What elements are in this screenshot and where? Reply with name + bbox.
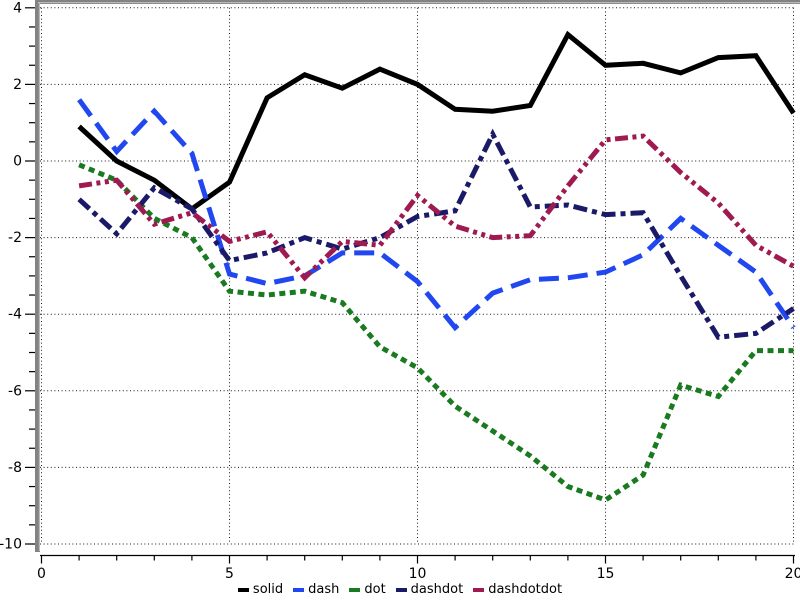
y-tick-label: -8 xyxy=(8,460,22,476)
y-tick-label: -6 xyxy=(8,383,22,399)
x-tick-label: 20 xyxy=(785,566,800,582)
series-line-dot xyxy=(78,162,794,503)
y-tick-label: 4 xyxy=(13,0,22,16)
x-tick-label: 10 xyxy=(409,566,427,582)
legend-label: dashdot xyxy=(410,582,464,597)
legend-swatch-icon xyxy=(237,588,249,592)
legend-item-dashdot: dashdot xyxy=(395,582,464,597)
legend-swatch-icon xyxy=(395,588,407,592)
legend-item-solid: solid xyxy=(237,582,284,597)
legend-label: dashdotdot xyxy=(488,582,563,597)
legend: solid dash dot dashdot dashdotdot xyxy=(0,583,800,597)
x-tick-label: 0 xyxy=(37,566,46,582)
legend-label: dash xyxy=(308,582,340,597)
legend-item-dashdotdot: dashdotdot xyxy=(473,583,562,597)
axes-and-ticks xyxy=(25,7,795,564)
legend-label: solid xyxy=(252,582,284,597)
legend-item-dot: dot xyxy=(349,582,386,597)
y-tick-label: -10 xyxy=(0,537,22,553)
y-tick-label: 2 xyxy=(13,77,22,93)
y-tick-label: -2 xyxy=(8,230,22,246)
legend-item-dash: dash xyxy=(293,583,339,597)
legend-label: dot xyxy=(364,582,386,597)
x-tick-label: 5 xyxy=(225,566,234,582)
series-line-dashdotdot xyxy=(78,133,795,282)
series-line-dash xyxy=(77,98,796,332)
x-tick-label: 15 xyxy=(597,566,615,582)
plot-frame xyxy=(35,0,800,552)
legend-swatch-icon xyxy=(293,588,305,592)
series-line-solid xyxy=(77,30,796,213)
y-tick-label: 0 xyxy=(13,154,22,170)
legend-swatch-icon xyxy=(473,588,485,592)
gridlines xyxy=(40,7,795,545)
y-tick-label: -4 xyxy=(8,307,22,323)
series-lines xyxy=(77,30,796,503)
legend-swatch-icon xyxy=(349,588,361,592)
